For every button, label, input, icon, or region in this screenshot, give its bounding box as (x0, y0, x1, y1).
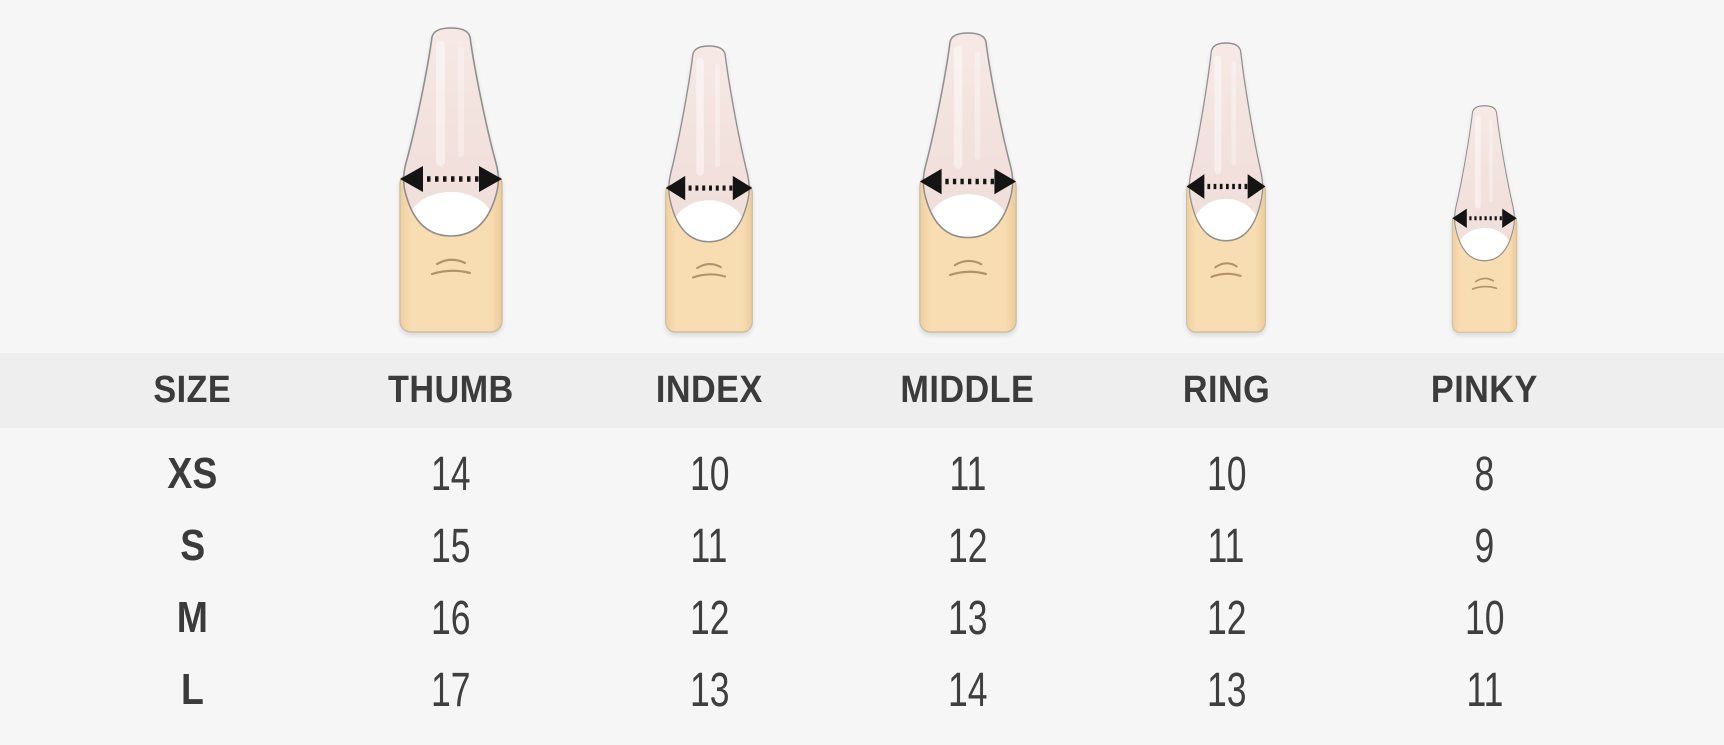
size-label: L (180, 665, 204, 714)
column-header-size: SIZE (153, 369, 232, 411)
table-cell: 16 (430, 591, 471, 645)
table-cell: 11 (1466, 663, 1504, 717)
table-cell: 12 (689, 591, 729, 645)
table-cell: 12 (947, 519, 988, 573)
table-cell: 9 (1474, 519, 1495, 573)
table-cell: 11 (690, 519, 728, 573)
table-cell: 13 (947, 591, 988, 645)
table-cell: 15 (430, 519, 471, 573)
table-row-s: S 15 11 12 11 9 (0, 510, 1724, 582)
table-header-row: SIZE THUMB INDEX MIDDLE RING PINKY (0, 353, 1724, 428)
finger-illustration-index (664, 45, 754, 333)
size-label: S (179, 521, 205, 570)
finger-illustration-pinky (1451, 105, 1518, 333)
table-cell: 14 (947, 663, 988, 717)
column-header-middle: MIDDLE (900, 369, 1035, 411)
column-header-index: INDEX (655, 369, 763, 411)
column-header-thumb: THUMB (387, 369, 514, 411)
table-row-xs: XS 14 10 11 10 8 (0, 438, 1724, 510)
table-cell: 14 (430, 447, 471, 501)
table-cell: 13 (689, 663, 729, 717)
table-row-m: M 16 12 13 12 10 (0, 582, 1724, 654)
table-cell: 13 (1206, 663, 1246, 717)
table-row-l: L 17 13 14 13 11 (0, 654, 1724, 726)
table-cell: 10 (1464, 591, 1505, 645)
finger-illustration-middle (918, 32, 1018, 333)
table-cell: 11 (1207, 519, 1245, 573)
table-cell: 10 (1206, 447, 1246, 501)
finger-illustration-thumb (398, 27, 504, 333)
column-header-ring: RING (1182, 369, 1270, 411)
table-cell: 17 (430, 663, 471, 717)
finger-illustrations-row (0, 0, 1724, 353)
column-header-pinky: PINKY (1431, 369, 1539, 411)
finger-illustration-ring (1185, 42, 1267, 333)
table-cell: 11 (949, 447, 987, 501)
table-cell: 12 (1206, 591, 1246, 645)
table-cell: 8 (1474, 447, 1495, 501)
size-label: XS (167, 449, 218, 498)
size-label: M (176, 593, 208, 642)
table-cell: 10 (689, 447, 729, 501)
table-body: XS 14 10 11 10 8 S 15 11 12 11 9 M 16 12… (0, 428, 1724, 726)
